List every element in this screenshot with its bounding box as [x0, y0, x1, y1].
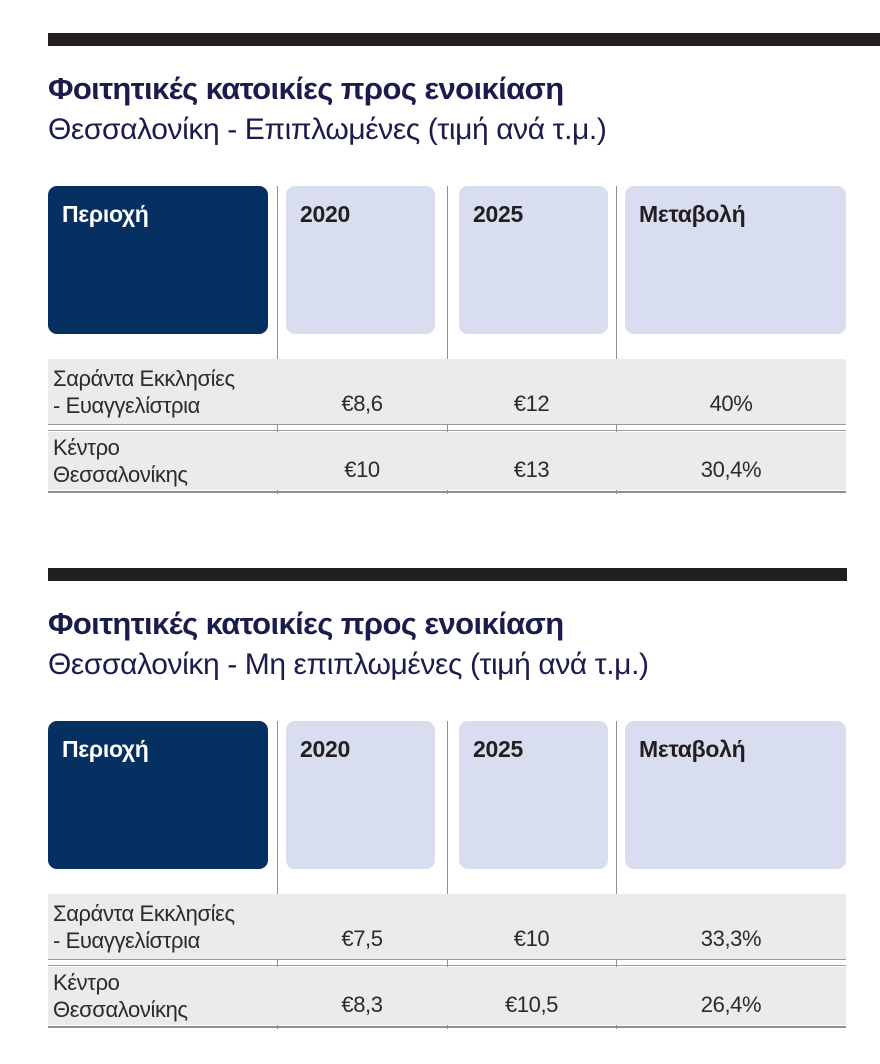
price-2020: €8,3: [341, 992, 383, 1017]
row-divider: [48, 430, 846, 431]
area-name: Σαράντα Εκκλησίες - Ευαγγελίστρια: [48, 894, 277, 959]
top-bar: [48, 568, 847, 581]
top-bar: [48, 33, 880, 46]
price-2025: €13: [513, 457, 550, 482]
area-name-line2: - Ευαγγελίστρια: [53, 927, 200, 953]
table-row: Σαράντα Εκκλησίες - Ευαγγελίστρια €7,5 €…: [48, 894, 846, 960]
area-name-line1: Σαράντα Εκκλησίες: [53, 900, 235, 926]
column-header-change: Μεταβολή: [625, 721, 846, 869]
chart-title: Φοιτητικές κατοικίες προς ενοικίαση: [48, 71, 564, 106]
price-2020: €10: [344, 457, 380, 482]
area-name-line1: Κέντρο: [53, 970, 120, 995]
area-name-line1: Σαράντα Εκκλησίες: [53, 365, 235, 391]
row-divider: [48, 965, 846, 966]
column-header-2020: 2020: [286, 721, 435, 869]
change-percent: 33,3%: [700, 926, 762, 951]
column-header-area: Περιοχή: [48, 721, 268, 869]
table-row: Κέντρο Θεσσαλονίκης €10 €13 30,4%: [48, 432, 846, 490]
column-divider: [447, 721, 448, 1029]
column-divider: [616, 721, 617, 1029]
column-divider: [616, 186, 617, 494]
area-name-line2: - Ευαγγελίστρια: [53, 392, 200, 418]
change-percent: 40%: [709, 391, 753, 416]
table-bottom-rule: [48, 1026, 846, 1028]
column-divider: [277, 186, 278, 494]
column-header-change: Μεταβολή: [625, 186, 846, 334]
price-2020: €8,6: [341, 391, 383, 416]
price-2025: €10: [513, 926, 550, 951]
area-name-line1: Κέντρο: [53, 435, 120, 460]
infographic-unfurnished: Φοιτητικές κατοικίες προς ενοικίαση Θεσσ…: [48, 568, 847, 1030]
price-2025: €10,5: [504, 992, 559, 1017]
chart-subtitle: Θεσσαλονίκη - Μη επιπλωμένες (τιμή ανά τ…: [48, 648, 649, 681]
column-header-2020: 2020: [286, 186, 435, 334]
column-header-area: Περιοχή: [48, 186, 268, 334]
column-header-2025: 2025: [459, 721, 608, 869]
price-2020: €7,5: [341, 926, 383, 951]
column-divider: [277, 721, 278, 1029]
area-name: Κέντρο Θεσσαλονίκης: [48, 967, 277, 1025]
area-name: Κέντρο Θεσσαλονίκης: [48, 432, 277, 490]
chart-title: Φοιτητικές κατοικίες προς ενοικίαση: [48, 606, 564, 641]
infographic-furnished: Φοιτητικές κατοικίες προς ενοικίαση Θεσσ…: [48, 33, 880, 495]
table-row: Σαράντα Εκκλησίες - Ευαγγελίστρια €8,6 €…: [48, 359, 846, 425]
area-name-line2: Θεσσαλονίκης: [53, 997, 188, 1022]
column-header-2025: 2025: [459, 186, 608, 334]
chart-subtitle: Θεσσαλονίκη - Επιπλωμένες (τιμή ανά τ.μ.…: [48, 113, 607, 146]
table-row: Κέντρο Θεσσαλονίκης €8,3 €10,5 26,4%: [48, 967, 846, 1025]
area-name-line2: Θεσσαλονίκης: [53, 462, 188, 487]
area-name: Σαράντα Εκκλησίες - Ευαγγελίστρια: [48, 359, 277, 424]
column-divider: [447, 186, 448, 494]
change-percent: 26,4%: [700, 992, 762, 1017]
price-2025: €12: [513, 391, 550, 416]
change-percent: 30,4%: [700, 457, 762, 482]
table-bottom-rule: [48, 491, 846, 493]
